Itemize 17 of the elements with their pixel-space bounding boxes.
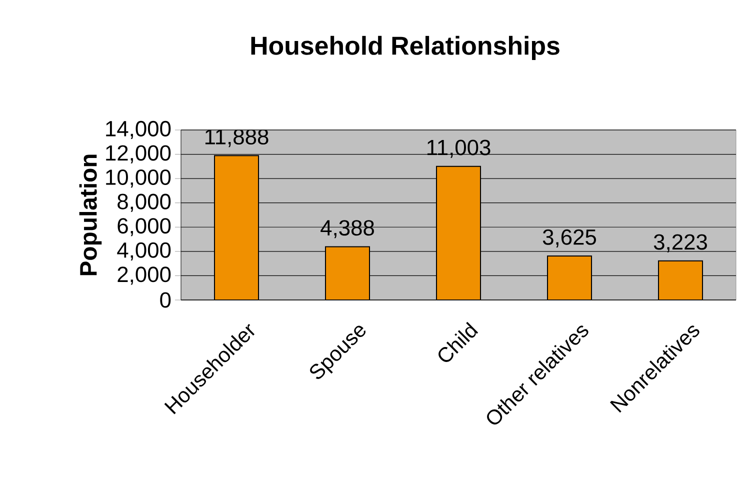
bar xyxy=(436,166,482,300)
bar xyxy=(214,155,260,300)
y-tick-label: 4,000 xyxy=(117,242,171,260)
chart-title: Household Relationships xyxy=(251,36,560,60)
y-tick-label: 2,000 xyxy=(118,266,171,285)
bar xyxy=(325,246,370,300)
y-tick-label: 0 xyxy=(160,292,171,308)
y-axis-title: Population xyxy=(79,154,102,276)
y-tick-label: 12,000 xyxy=(106,145,171,164)
y-tick-label: 6,000 xyxy=(118,218,171,236)
data-label: 3,223 xyxy=(654,234,707,252)
bar xyxy=(658,260,704,300)
y-tick-label: 14,000 xyxy=(106,120,171,140)
y-tick-label: 10,000 xyxy=(106,169,171,188)
y-tick-label: 8,000 xyxy=(118,194,171,212)
data-label: 3,625 xyxy=(542,229,596,248)
bar xyxy=(547,255,592,300)
